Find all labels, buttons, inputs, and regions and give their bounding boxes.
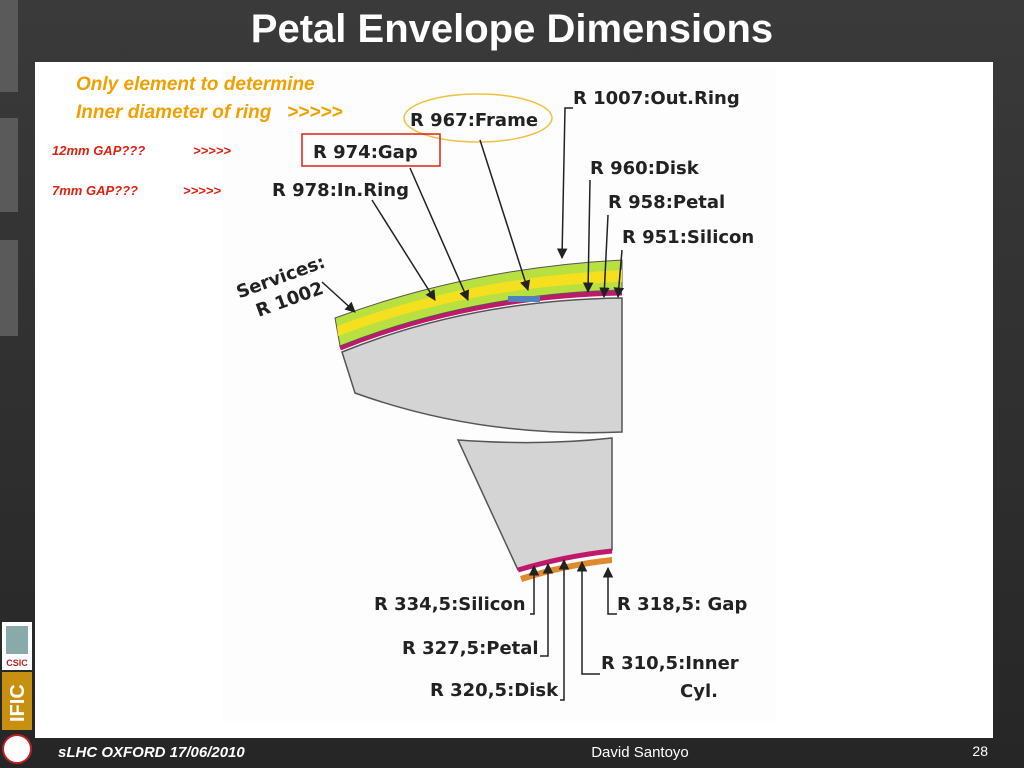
leader: [613, 249, 625, 299]
logo: [2, 672, 32, 730]
leader: [528, 564, 540, 615]
highlight: [403, 93, 553, 143]
logo-text: CSIC: [6, 658, 28, 668]
leader: [371, 199, 436, 301]
label: R 951:Silicon: [622, 227, 754, 248]
side-bar: [0, 118, 18, 212]
leader: [409, 167, 470, 301]
label: R 978:In.Ring: [272, 180, 409, 201]
side-bar: [0, 0, 18, 92]
frame-mark: [508, 296, 540, 302]
leader: [321, 281, 356, 313]
disk-band: [520, 557, 612, 582]
label: R 320,5:Disk: [430, 680, 559, 701]
logo: [2, 734, 32, 764]
ring-band-inner: [337, 270, 622, 336]
note: 12mm GAP???: [52, 143, 145, 158]
petal-upper: [341, 297, 623, 434]
label: R 310,5:Inner: [601, 653, 739, 674]
label: R 334,5:Silicon: [374, 594, 526, 615]
label: R 1007:Out.Ring: [573, 88, 740, 109]
note: >>>>>: [183, 183, 221, 198]
leader: [599, 214, 610, 299]
label: Cyl.: [680, 681, 718, 702]
page-number: 28: [972, 743, 988, 759]
highlight: [301, 133, 441, 167]
footer-event: sLHC OXFORD 17/06/2010: [58, 744, 245, 761]
leader: [558, 558, 570, 701]
leader: [602, 566, 617, 615]
label: R 318,5: Gap: [617, 594, 747, 615]
label: R 958:Petal: [608, 192, 725, 213]
note: Inner diameter of ring >>>>>: [76, 102, 343, 123]
note: Only element to determine: [76, 74, 315, 95]
silicon-band: [517, 548, 613, 573]
leader: [540, 562, 554, 657]
leader: [582, 179, 594, 294]
label: R 327,5:Petal: [402, 638, 539, 659]
logo-art: [6, 626, 28, 654]
leader: [556, 107, 573, 260]
silicon-band: [339, 290, 623, 351]
title: Petal Envelope Dimensions: [251, 7, 773, 51]
leader: [576, 560, 600, 675]
label: R 974:Gap: [313, 142, 418, 163]
label: R 960:Disk: [590, 158, 700, 179]
logo-text: IFIC: [7, 684, 29, 722]
leader: [479, 139, 531, 292]
side-bar: [0, 240, 18, 336]
note: 7mm GAP???: [52, 183, 138, 198]
label: R 967:Frame: [410, 110, 538, 131]
note: >>>>>: [193, 143, 231, 158]
footer-author: David Santoyo: [591, 744, 689, 761]
